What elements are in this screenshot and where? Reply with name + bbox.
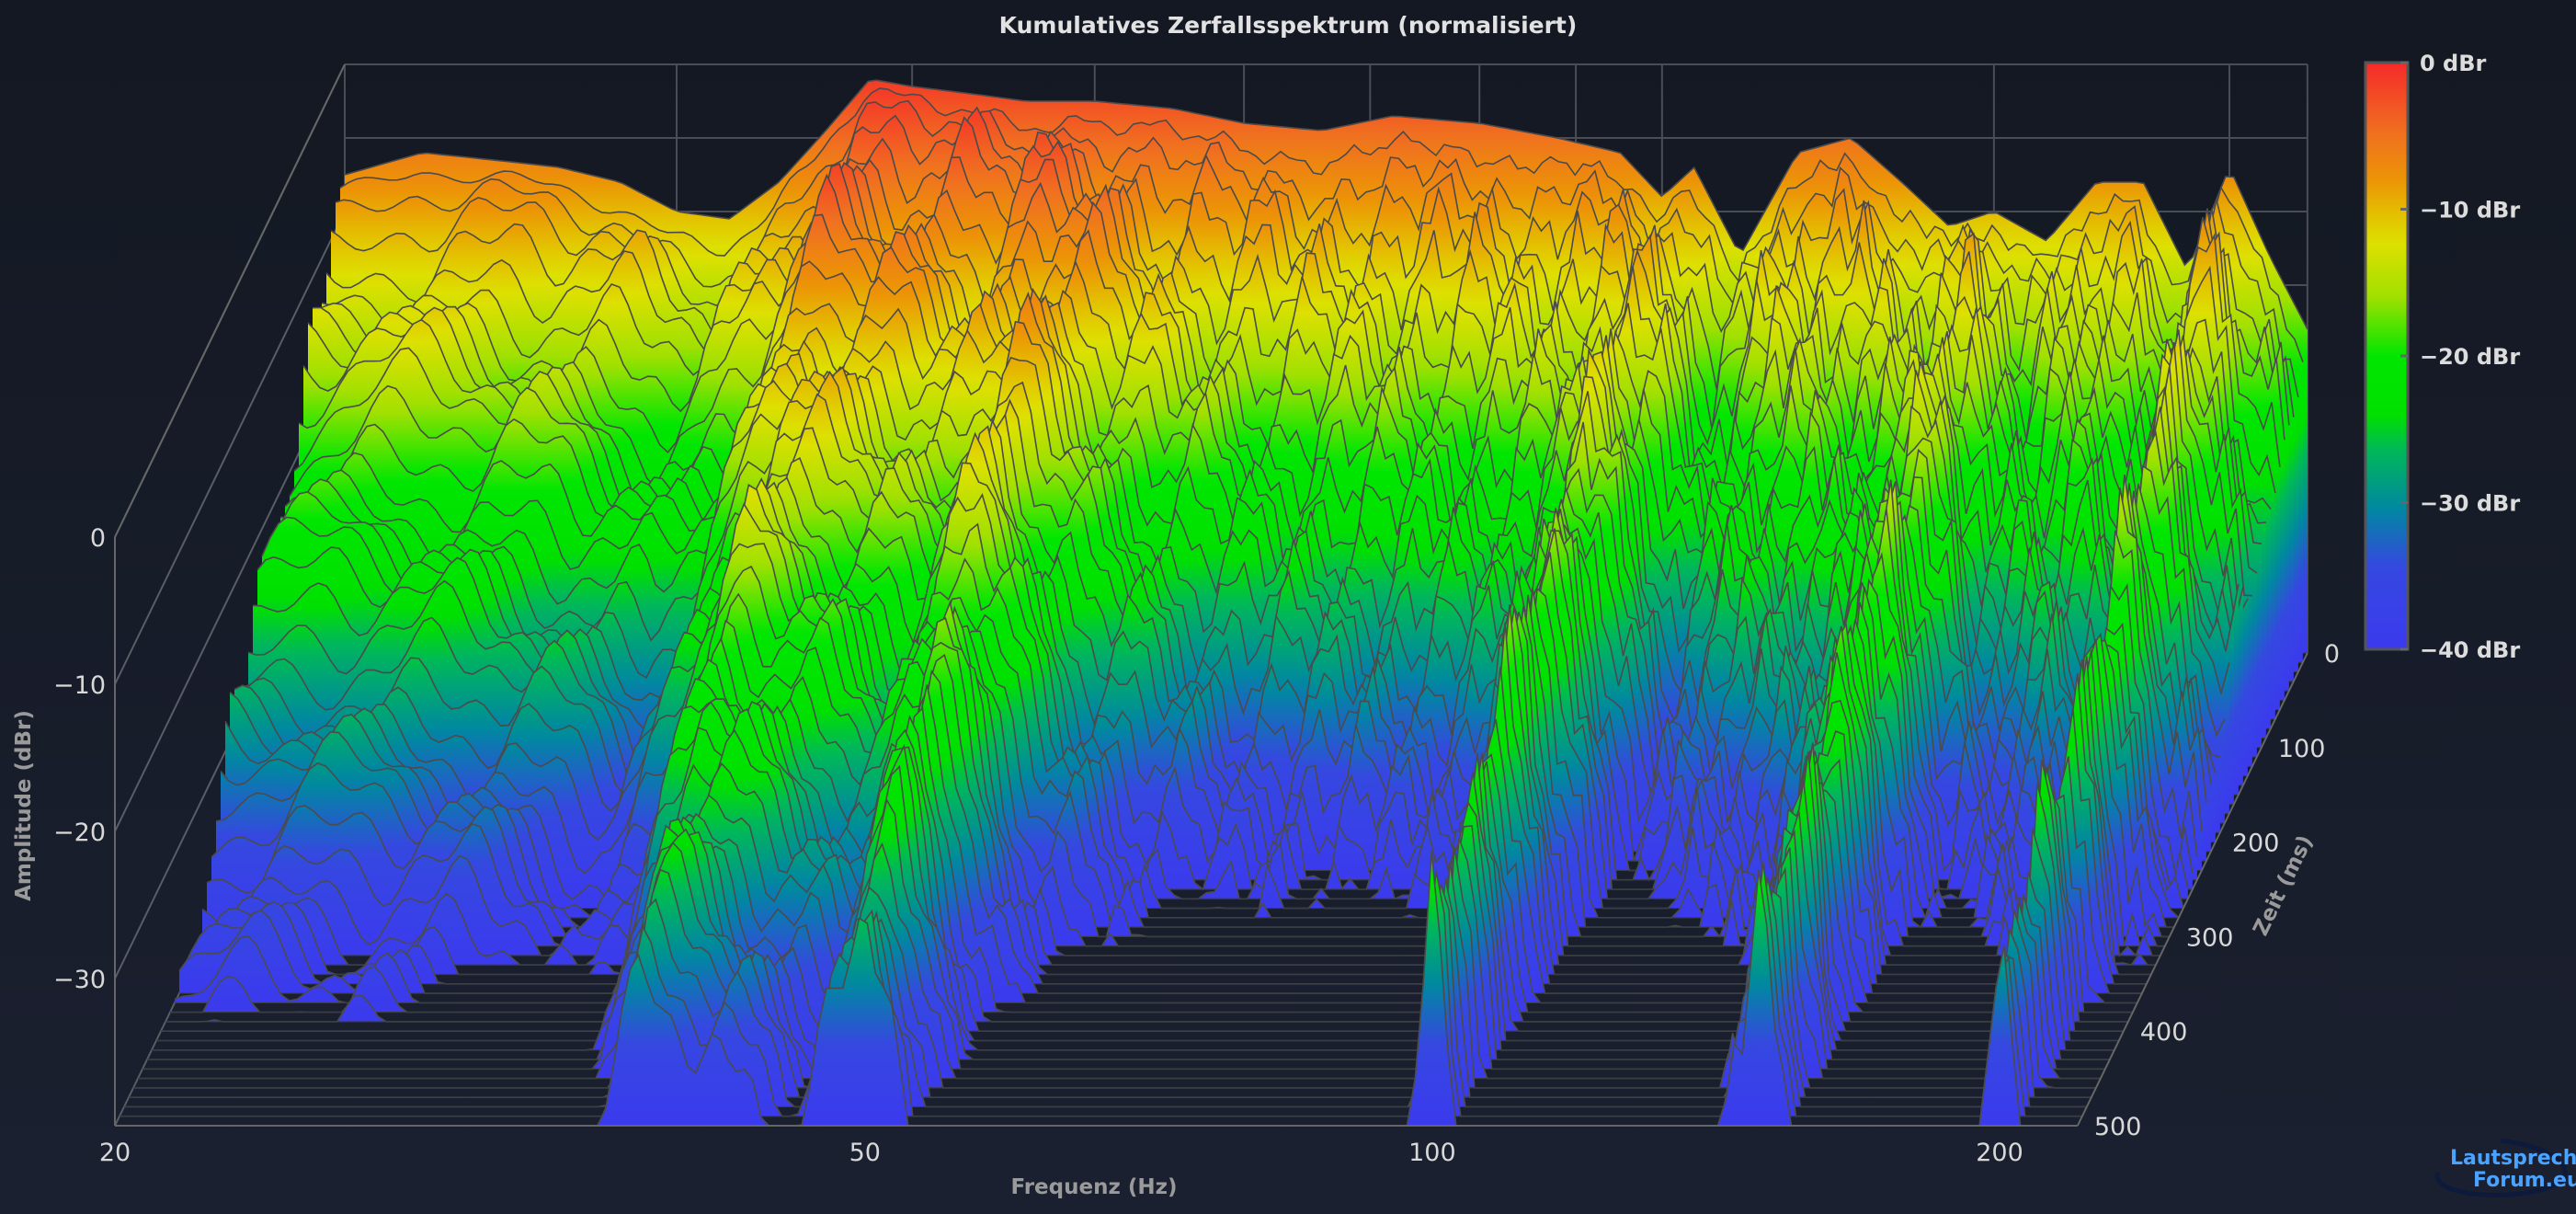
logo-text-line1: Lautsprecher (2450, 1147, 2576, 1170)
x-tick-label: 50 (849, 1139, 881, 1167)
logo-text-line2: Forum.eu (2473, 1169, 2576, 1192)
z-tick-label: 500 (2094, 1113, 2142, 1141)
colorbar-label: −40 dBr (2420, 637, 2520, 663)
decay-slice-outline (275, 291, 2240, 696)
z-tick-label: 200 (2232, 830, 2280, 858)
decay-slice-outline (279, 287, 2244, 654)
colorbar-label: −20 dBr (2420, 344, 2520, 370)
z-tick-label: 0 (2324, 640, 2340, 669)
y-tick-label: 0 (90, 524, 106, 553)
z-tick-label: 400 (2140, 1018, 2188, 1047)
y-axis-label: Amplitude (dBr) (12, 710, 36, 901)
logo-swoosh (2434, 1138, 2568, 1197)
z-tick-label: 300 (2186, 923, 2234, 952)
x-tick-label: 200 (1976, 1139, 2023, 1167)
logo: Lautsprecher Forum.eu (2434, 1138, 2576, 1197)
grid-line (114, 211, 346, 685)
colorbar: 0 dBr −10 dBr −20 dBr −30 dBr −40 dBr (2364, 51, 2520, 663)
axis-line (114, 63, 346, 538)
y-tick-label: −20 (53, 819, 106, 847)
x-tick-label: 20 (99, 1139, 131, 1167)
chart-title: Kumulatives Zerfallsspektrum (normalisie… (999, 12, 1578, 39)
z-tick-label: 100 (2278, 735, 2326, 763)
y-tick-label: −10 (53, 671, 106, 700)
axis-line (2076, 652, 2308, 1127)
colorbar-label: −10 dBr (2420, 198, 2520, 223)
decay-slice-outline (270, 320, 2235, 730)
x-axis-label: Frequenz (Hz) (1010, 1175, 1177, 1199)
y-tick-label: −30 (53, 966, 106, 994)
axes: 20 50 100 200 0 −10 −20 −30 0 100 200 300 400 500 (53, 63, 2340, 1167)
colorbar-label: 0 dBr (2420, 51, 2487, 76)
decay-slices (115, 79, 2308, 1127)
colorbar-label: −30 dBr (2420, 491, 2520, 517)
x-tick-label: 100 (1408, 1139, 1456, 1167)
decay-slice-outline (344, 79, 2308, 330)
